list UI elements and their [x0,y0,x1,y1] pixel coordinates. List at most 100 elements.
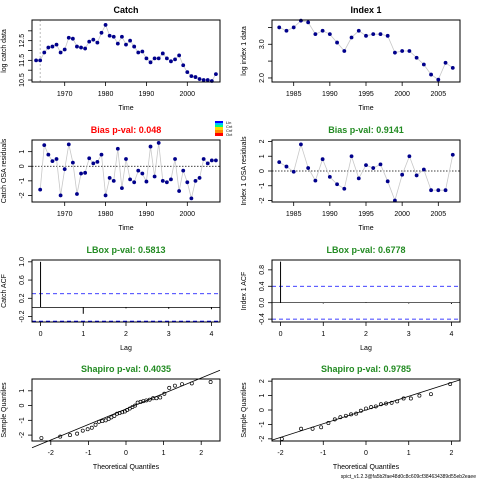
catch-osa-point-11 [83,170,88,175]
index-acf-xtick-label-4: 4 [450,331,454,338]
index-acf-xtick-label-1: 1 [321,331,325,338]
index-data-ylabel: log index 1 data [241,26,248,76]
catch-osa-point-30 [160,178,165,183]
catch-data-xlabel: Time [118,105,133,112]
index-qq-point-4 [326,421,331,425]
catch-data-plot-frame [31,19,221,83]
catch-qq-point-28 [154,396,159,401]
catch-qq-point-12 [109,415,114,420]
index-qq-xtick-label-4: 2 [450,450,454,457]
index-qq-point-14 [379,402,383,407]
index-acf-ytick-label-0: -0.4 [259,313,266,325]
index-osa-panel: Bias p-val: 0.9141 Time Index 1 OSA residu… [241,125,461,232]
index-osa-point-11 [356,176,361,181]
catch-data-point-44 [214,72,218,77]
catch-qq-ytick-label-2: 0 [19,404,26,408]
index-qq-point-10 [358,408,363,413]
index-osa-point-1 [284,164,289,169]
catch-osa-point-42 [209,158,214,163]
catch-qq-ytick-label-0: -2 [19,432,26,438]
catch-data-point-23 [128,38,132,43]
legend-swatch-1 [215,121,223,123]
index-osa-xtick-label-0: 1985 [286,211,302,218]
footer-version-text: spict_v1.2.3@fa5b2fae48d0c8c609cf3846343… [341,474,476,480]
catch-data-point-0 [34,58,38,63]
catch-acf-xtick-label-1: 1 [81,331,85,338]
index-osa-point-4 [306,166,311,170]
catch-qq-xtick-label-3: 1 [162,450,166,457]
catch-acf-ytick-label-2: 0.6 [19,275,26,285]
index-qq-ytick-label-0: -2 [259,436,266,442]
index-data-ytick-label-0: 2.0 [259,73,266,83]
catch-osa-xtick-label-0: 1970 [57,211,73,218]
catch-acf-xtick-label-0: 0 [39,331,43,338]
index-data-xtick-label-4: 2005 [431,91,447,98]
index-qq-xtick-label-3: 1 [407,450,411,457]
index-data-point-17 [400,49,405,53]
catch-data-point-11 [79,45,83,50]
index-osa-ytick-label-0: -2 [259,197,266,203]
index-data-ytick-label-1: 3.0 [259,39,266,49]
catch-qq-point-5 [85,427,90,432]
catch-osa-point-29 [156,141,161,145]
catch-qq-xlabel: Theoretical Quantiles [93,464,160,471]
index-data-point-14 [378,32,383,37]
index-data-point-24 [450,65,455,70]
catch-qq-point-34 [189,381,194,386]
catch-data-point-32 [164,56,169,61]
index-acf-ytick-label-3: 0.8 [259,265,266,275]
index-osa-point-5 [313,178,318,183]
index-qq-ytick-label-3: 1 [259,394,266,398]
index-data-point-12 [364,33,368,38]
index-qq-panel: Shapiro p-val: 0.9785 Theoretical Quantil… [241,364,461,471]
catch-acf-ytick-label-1: 0.2 [19,293,26,303]
catch-data-point-36 [181,63,186,68]
catch-acf-xtick-label-3: 3 [167,331,171,338]
index-osa-title: Bias p-val: 0.9141 [328,125,404,135]
index-qq-point-6 [338,415,343,420]
catch-osa-point-3 [50,159,55,164]
catch-acf-plot-frame [31,259,221,323]
index-osa-point-18 [407,154,412,159]
catch-osa-point-43 [214,158,218,163]
index-qq-point-19 [408,396,413,401]
catch-qq-ylabel: Sample Quantiles [1,382,8,438]
index-osa-plot-frame [271,139,461,203]
index-osa-xtick-label-4: 2005 [431,211,447,218]
catch-osa-ytick-label-1: -1 [19,178,26,184]
catch-qq-point-30 [162,391,167,396]
index-qq-point-0 [279,436,284,441]
catch-osa-point-15 [99,152,104,157]
catch-data-point-15 [95,40,100,45]
index-qq-xtick-label-0: -2 [277,450,283,457]
catch-data-point-24 [132,44,137,49]
catch-data-point-18 [107,33,112,38]
index-qq-point-20 [417,393,422,398]
catch-osa-point-20 [120,186,124,191]
index-qq-point-3 [319,425,324,430]
index-osa-point-17 [400,172,405,177]
index-qq-point-22 [448,382,453,386]
catch-osa-point-7 [66,142,71,147]
catch-qq-plot-frame [31,378,221,442]
catch-data-point-38 [189,74,194,78]
catch-data-point-8 [66,35,71,40]
catch-qq-point-14 [115,411,119,416]
catch-osa-point-14 [95,159,100,164]
catch-data-point-25 [136,50,141,55]
catch-osa-ylabel: Catch OSA residuals [1,138,8,203]
index-qq-xtick-label-1: -1 [320,450,326,457]
index-data-point-1 [284,28,289,33]
index-data-point-7 [327,32,332,37]
catch-data-point-16 [99,30,104,35]
index-data-point-23 [443,60,448,65]
catch-data-point-39 [193,75,198,79]
catch-osa-point-23 [132,180,137,185]
index-acf-xtick-label-2: 2 [364,331,368,338]
index-qq-point-16 [389,400,394,405]
index-osa-point-24 [450,152,455,157]
catch-osa-point-31 [164,180,169,185]
catch-data-point-41 [201,78,206,82]
index-data-point-13 [371,32,376,37]
